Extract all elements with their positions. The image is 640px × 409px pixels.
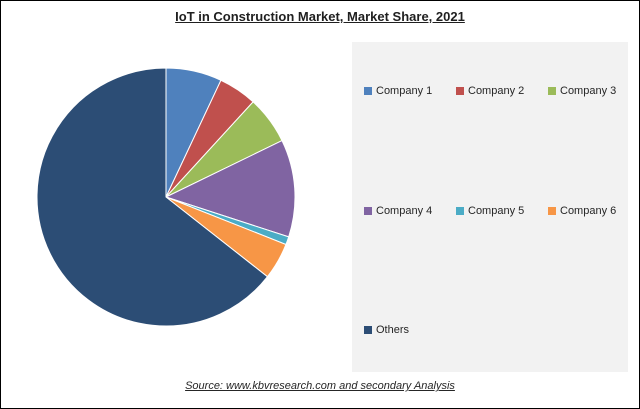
pie-slice-others <box>36 67 269 327</box>
legend-swatch-company-4 <box>364 207 372 215</box>
legend-label-others: Others <box>376 324 410 336</box>
legend-item-company-5: Company 5 <box>456 205 524 217</box>
chart-title: IoT in Construction Market, Market Share… <box>175 9 465 24</box>
legend-panel <box>352 42 628 372</box>
legend-label-company-6: Company 6 <box>560 205 617 217</box>
legend-swatch-company-1 <box>364 87 372 95</box>
legend-label-company-4: Company 4 <box>376 205 433 217</box>
legend-swatch-company-3 <box>548 87 556 95</box>
legend-item-company-1: Company 1 <box>364 85 432 97</box>
legend-swatch-company-5 <box>456 207 464 215</box>
legend-item-others: Others <box>364 324 409 336</box>
legend-item-company-6: Company 6 <box>548 205 616 217</box>
source-note: Source: www.kbvresearch.com and secondar… <box>185 380 455 392</box>
legend-swatch-company-6 <box>548 207 556 215</box>
legend-item-company-3: Company 3 <box>548 85 616 97</box>
legend-swatch-company-2 <box>456 87 464 95</box>
pie-slice-company-4 <box>164 139 296 238</box>
legend-label-company-1: Company 1 <box>376 85 433 97</box>
legend-item-company-2: Company 2 <box>456 85 524 97</box>
legend-item-company-4: Company 4 <box>364 205 432 217</box>
legend-label-company-3: Company 3 <box>560 85 617 97</box>
legend-label-company-5: Company 5 <box>468 205 525 217</box>
legend-swatch-others <box>364 326 372 334</box>
legend-label-company-2: Company 2 <box>468 85 525 97</box>
